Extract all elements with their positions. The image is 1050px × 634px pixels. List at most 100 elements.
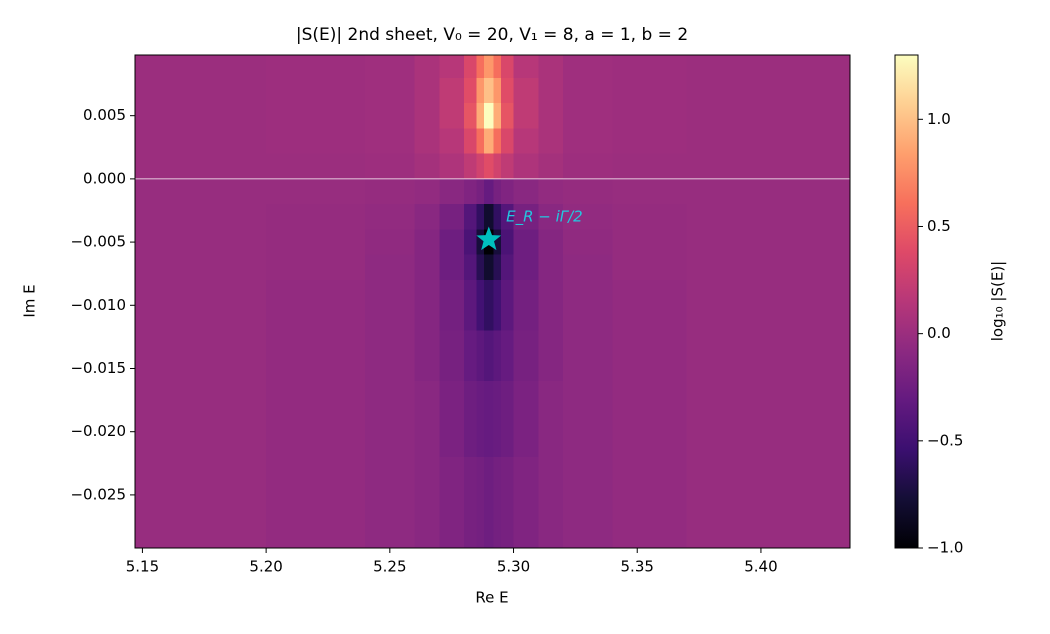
heatmap-cell bbox=[365, 103, 416, 129]
x-tick-label: 5.40 bbox=[744, 558, 777, 576]
heatmap-cell bbox=[365, 254, 416, 281]
x-axis-label: Re E bbox=[475, 589, 508, 607]
heatmap-cell bbox=[493, 153, 502, 180]
heatmap-cell bbox=[686, 330, 851, 382]
heatmap-cell bbox=[365, 456, 416, 549]
heatmap-cell bbox=[483, 103, 495, 129]
heatmap-cell bbox=[476, 77, 485, 104]
heatmap-cell bbox=[439, 178, 465, 205]
heatmap-cell bbox=[513, 254, 539, 281]
heatmap-cell bbox=[414, 204, 440, 231]
heatmap-cell bbox=[563, 178, 614, 205]
heatmap-cell bbox=[414, 128, 440, 155]
y-tick-label: −0.005 bbox=[70, 233, 126, 251]
heatmap-cell bbox=[414, 280, 440, 332]
heatmap-cell bbox=[439, 153, 465, 180]
heatmap-cell bbox=[135, 229, 267, 256]
heatmap-cell bbox=[476, 103, 485, 129]
heatmap-cell bbox=[538, 330, 564, 382]
heatmap-cell bbox=[538, 77, 564, 104]
heatmap-cell bbox=[476, 280, 485, 332]
heatmap-cell bbox=[612, 153, 688, 180]
heatmap-cell bbox=[414, 229, 440, 256]
heatmap-cell bbox=[476, 456, 485, 549]
heatmap-cell bbox=[464, 330, 478, 382]
heatmap-cell bbox=[464, 456, 478, 549]
heatmap-cell bbox=[501, 381, 515, 458]
heatmap-cell bbox=[439, 456, 465, 549]
heatmap-cell bbox=[439, 381, 465, 458]
heatmap-cell bbox=[439, 280, 465, 332]
heatmap-cell bbox=[612, 280, 688, 332]
heatmap-cell bbox=[501, 77, 515, 104]
heatmap-cell bbox=[538, 153, 564, 180]
heatmap-cell bbox=[501, 229, 515, 256]
heatmap-cell bbox=[686, 254, 851, 281]
heatmap-cell bbox=[501, 204, 515, 231]
heatmap-cell bbox=[493, 229, 502, 256]
heatmap-cell bbox=[266, 456, 366, 549]
heatmap-cell bbox=[612, 128, 688, 155]
heatmap-cell bbox=[414, 178, 440, 205]
heatmap-cell bbox=[439, 103, 465, 129]
y-axis-label: Im E bbox=[21, 284, 39, 317]
heatmap-cell bbox=[476, 330, 485, 382]
heatmap-cell bbox=[493, 128, 502, 155]
heatmap-cell bbox=[464, 153, 478, 180]
heatmap-cell bbox=[439, 204, 465, 231]
heatmap-cell bbox=[563, 55, 614, 79]
heatmap-cell bbox=[686, 229, 851, 256]
heatmap-cell bbox=[135, 103, 267, 129]
heatmap-cell bbox=[266, 280, 366, 332]
heatmap-cell bbox=[365, 280, 416, 332]
heatmap-cell bbox=[563, 381, 614, 458]
heatmap-cell bbox=[464, 254, 478, 281]
x-tick-label: 5.30 bbox=[497, 558, 530, 576]
colorbar-tick-label: 1.0 bbox=[927, 110, 951, 128]
heatmap-cell bbox=[464, 103, 478, 129]
y-tick-label: −0.020 bbox=[70, 422, 126, 440]
heatmap-cell bbox=[538, 254, 564, 281]
heatmap-cell bbox=[493, 77, 502, 104]
heatmap-cell bbox=[476, 153, 485, 180]
heatmap-cell bbox=[483, 128, 495, 155]
heatmap-cell bbox=[439, 77, 465, 104]
heatmap-cell bbox=[563, 330, 614, 382]
heatmap-cell bbox=[513, 128, 539, 155]
y-tick-label: 0.005 bbox=[83, 106, 126, 124]
heatmap-cell bbox=[493, 55, 502, 79]
heatmap-cell bbox=[686, 153, 851, 180]
heatmap-cell bbox=[513, 153, 539, 180]
heatmap-cell bbox=[538, 280, 564, 332]
heatmap-cell bbox=[439, 330, 465, 382]
heatmap-cell bbox=[563, 254, 614, 281]
heatmap-cell bbox=[414, 103, 440, 129]
heatmap-cell bbox=[563, 280, 614, 332]
heatmap-cell bbox=[538, 204, 564, 231]
heatmap-cell bbox=[612, 381, 688, 458]
colorbar-tick-label: −1.0 bbox=[927, 539, 963, 557]
y-tick-label: −0.025 bbox=[70, 485, 126, 503]
x-tick-label: 5.20 bbox=[249, 558, 282, 576]
heatmap-cell bbox=[513, 330, 539, 382]
heatmap-cell bbox=[476, 381, 485, 458]
heatmap-cell bbox=[483, 330, 495, 382]
heatmap-cell bbox=[612, 229, 688, 256]
heatmap-cell bbox=[563, 103, 614, 129]
heatmap-cell bbox=[135, 280, 267, 332]
heatmap-cell bbox=[612, 103, 688, 129]
heatmap-cell bbox=[464, 229, 478, 256]
heatmap-cell bbox=[439, 229, 465, 256]
heatmap-cell bbox=[414, 55, 440, 79]
heatmap-cell bbox=[612, 204, 688, 231]
heatmap-cell bbox=[513, 77, 539, 104]
heatmap-cell bbox=[464, 280, 478, 332]
heatmap-cell bbox=[513, 204, 539, 231]
heatmap-cell bbox=[513, 229, 539, 256]
heatmap-cell bbox=[464, 77, 478, 104]
heatmap-cell bbox=[464, 128, 478, 155]
heatmap-cell bbox=[135, 381, 267, 458]
heatmap-cell bbox=[439, 55, 465, 79]
heatmap-cell bbox=[501, 55, 515, 79]
